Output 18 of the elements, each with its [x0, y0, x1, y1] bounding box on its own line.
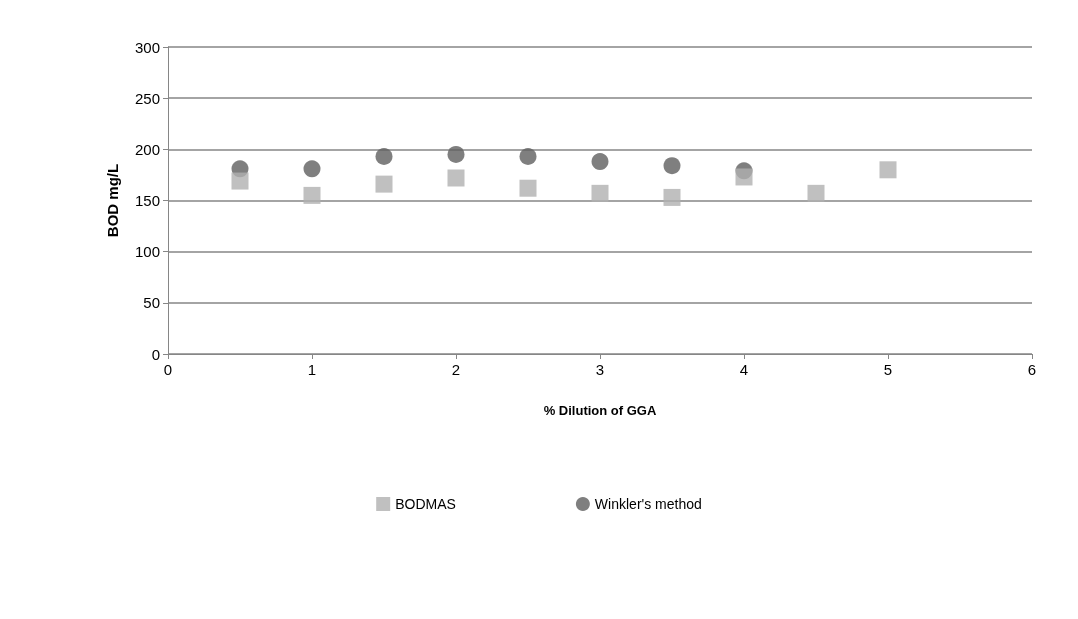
x-tick-label: 2: [451, 361, 461, 378]
x-tick-label: 4: [739, 361, 749, 378]
y-axis-title: BOD mg/L: [104, 163, 121, 238]
x-tick-label: 5: [883, 361, 893, 378]
x-tick-label: 3: [595, 361, 605, 378]
y-tick-label: 100: [134, 243, 160, 261]
legend-label: Winkler's method: [594, 496, 702, 512]
y-tick-label: 200: [134, 140, 160, 158]
y-tick-label: 50: [143, 294, 160, 312]
x-tick-label: 6: [1027, 361, 1037, 378]
legend-label: BODMAS: [395, 496, 456, 512]
y-tick-label: 300: [134, 38, 160, 56]
x-axis-title: % Dilution of GGA: [543, 403, 657, 418]
y-tick-label: 0: [151, 345, 160, 363]
y-tick-label: 250: [134, 89, 160, 107]
x-tick-label: 1: [307, 361, 317, 378]
x-tick-label: 0: [163, 361, 173, 378]
y-tick-label: 150: [134, 192, 160, 209]
